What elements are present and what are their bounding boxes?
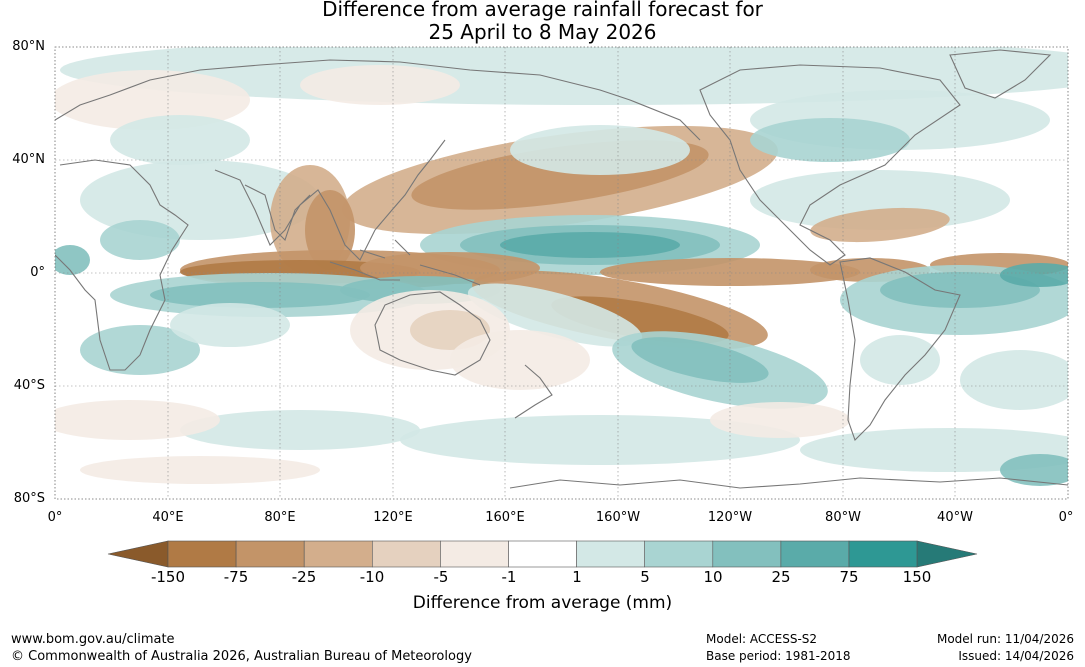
colorbar-swatch bbox=[780, 540, 850, 568]
anomaly-region bbox=[710, 402, 850, 438]
anomaly-region bbox=[110, 115, 250, 165]
lon-label-80e: 80°E bbox=[264, 510, 296, 525]
anomaly-region bbox=[170, 303, 290, 347]
colorbar bbox=[107, 540, 978, 568]
anomaly-region bbox=[55, 245, 90, 275]
lon-label-40e: 40°E bbox=[152, 510, 184, 525]
coastline-europe-asia bbox=[55, 59, 701, 261]
colorbar-swatch bbox=[235, 540, 305, 568]
colorbar-swatch bbox=[508, 540, 577, 568]
coastline-greenland bbox=[949, 49, 1052, 99]
lon-label-80w: 80°W bbox=[825, 510, 861, 525]
anomaly-region bbox=[305, 190, 355, 270]
coastline-australia bbox=[374, 291, 491, 376]
colorbar-tick-label: -75 bbox=[223, 568, 249, 586]
coastline-maritime bbox=[329, 239, 481, 286]
anomaly-region bbox=[800, 428, 1068, 472]
lat-label-80s: 80°S bbox=[13, 491, 45, 506]
colorbar-tick-label: 10 bbox=[703, 568, 723, 586]
anomaly-region bbox=[300, 65, 460, 105]
anomaly-fields bbox=[55, 47, 1068, 486]
anomaly-region bbox=[467, 283, 643, 347]
colorbar-tick-label: -1 bbox=[501, 568, 517, 586]
coastline-africa bbox=[55, 159, 189, 371]
footer-model-run: Model run: 11/04/2026 bbox=[936, 632, 1074, 646]
footer-issued: Issued: 14/04/2026 bbox=[958, 649, 1074, 663]
colorbar-swatch bbox=[712, 540, 782, 568]
anomaly-region bbox=[860, 335, 940, 385]
colorbar-tick-label: -10 bbox=[359, 568, 385, 586]
coastlines bbox=[55, 49, 1068, 489]
lon-label-120w: 120°W bbox=[707, 510, 753, 525]
footer-base-period: Base period: 1981-2018 bbox=[706, 649, 851, 663]
lon-label-120e: 120°E bbox=[373, 510, 413, 525]
colorbar-title: Difference from average (mm) bbox=[412, 593, 673, 613]
anomaly-region bbox=[80, 325, 200, 375]
anomaly-region bbox=[500, 232, 680, 258]
coastline-antarctica bbox=[509, 477, 1068, 489]
colorbar-swatch bbox=[167, 540, 237, 568]
anomaly-region bbox=[750, 118, 910, 162]
anomaly-region bbox=[55, 70, 250, 130]
colorbar-swatch bbox=[576, 540, 645, 568]
anomaly-region bbox=[631, 337, 769, 383]
lat-label-equator: 0° bbox=[30, 265, 45, 280]
anomaly-region bbox=[150, 282, 370, 308]
anomaly-region bbox=[80, 456, 320, 484]
colorbar-swatch bbox=[440, 540, 509, 568]
anomaly-region bbox=[450, 330, 590, 390]
map-frame bbox=[54, 46, 1069, 500]
colorbar-swatch bbox=[303, 540, 373, 568]
rainfall-anomaly-map bbox=[54, 46, 1069, 500]
colorbar-tick-label: 1 bbox=[572, 568, 582, 586]
colorbar-swatch bbox=[644, 540, 714, 568]
footer-website: www.bom.gov.au/climate bbox=[11, 632, 175, 647]
colorbar-swatch bbox=[371, 540, 441, 568]
anomaly-region bbox=[1000, 263, 1068, 287]
colorbar-swatch bbox=[848, 540, 918, 568]
anomaly-region bbox=[400, 415, 800, 465]
lon-label-0-right: 0° bbox=[1058, 510, 1074, 525]
colorbar-extend-high bbox=[916, 540, 978, 568]
anomaly-region bbox=[55, 400, 220, 440]
map-title-line-2: 25 April to 8 May 2026 bbox=[428, 20, 657, 44]
colorbar-tick-label: 75 bbox=[839, 568, 859, 586]
anomaly-region bbox=[180, 410, 420, 450]
coastline-south-america bbox=[839, 257, 961, 442]
footer-model: Model: ACCESS-S2 bbox=[706, 632, 818, 646]
lat-label-40s: 40°S bbox=[13, 378, 45, 393]
colorbar-tick-label: -150 bbox=[150, 568, 186, 586]
colorbar-tick-label: 25 bbox=[771, 568, 791, 586]
lon-label-160w: 160°W bbox=[595, 510, 641, 525]
lon-label-40w: 40°W bbox=[937, 510, 973, 525]
map-title-line-1: Difference from average rainfall forecas… bbox=[322, 0, 763, 21]
anomaly-region bbox=[510, 125, 690, 175]
footer-copyright: © Commonwealth of Australia 2026, Austra… bbox=[11, 649, 472, 664]
lon-label-160e: 160°E bbox=[485, 510, 525, 525]
lat-label-40n: 40°N bbox=[12, 152, 45, 167]
anomaly-region bbox=[810, 207, 950, 243]
anomaly-region bbox=[960, 350, 1068, 410]
lat-label-80n: 80°N bbox=[12, 39, 45, 54]
coastline-north-america bbox=[699, 64, 961, 266]
anomaly-region bbox=[100, 220, 180, 260]
anomaly-region bbox=[1000, 454, 1068, 486]
colorbar-tick-label: -25 bbox=[291, 568, 317, 586]
graticule bbox=[55, 47, 1068, 499]
colorbar-extend-low bbox=[107, 540, 169, 568]
colorbar-tick-label: 150 bbox=[902, 568, 932, 586]
lon-label-0-left: 0° bbox=[47, 510, 63, 525]
colorbar-tick-label: 5 bbox=[640, 568, 650, 586]
coastline-new-zealand bbox=[514, 364, 553, 419]
colorbar-tick-label: -5 bbox=[433, 568, 449, 586]
